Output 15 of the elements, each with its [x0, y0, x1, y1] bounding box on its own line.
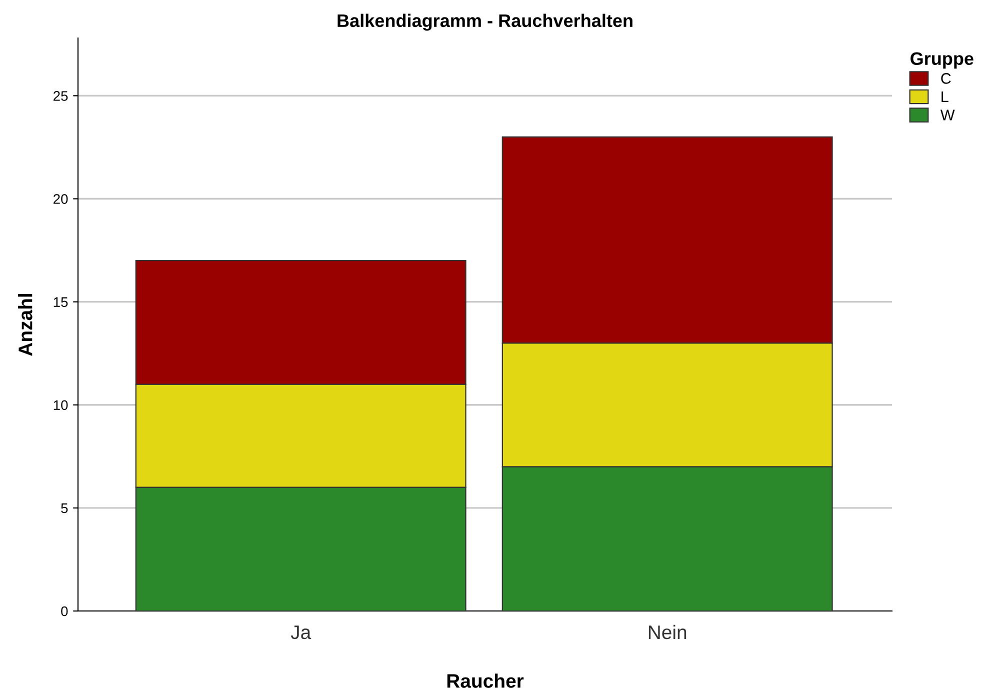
x-tick-label: Ja	[290, 626, 312, 640]
y-tick-label: 10	[54, 400, 68, 410]
y-tick-label: 25	[54, 91, 68, 101]
y-tick-label: 5	[61, 503, 68, 514]
legend-title: Gruppe	[910, 52, 974, 69]
legend-label: C	[941, 73, 951, 84]
y-axis-title: Anzahl	[18, 294, 32, 356]
legend-label: L	[942, 91, 948, 102]
y-tick-label: 0	[61, 606, 68, 616]
x-tick-label: Nein	[648, 624, 686, 640]
y-tick-label: 20	[54, 194, 68, 204]
y-tick-label: 15	[54, 297, 68, 307]
legend-label: W	[940, 110, 955, 120]
chart-title: Balkendiagramm - Rauchverhalten	[338, 14, 632, 31]
x-axis-title: Raucher	[447, 674, 524, 688]
